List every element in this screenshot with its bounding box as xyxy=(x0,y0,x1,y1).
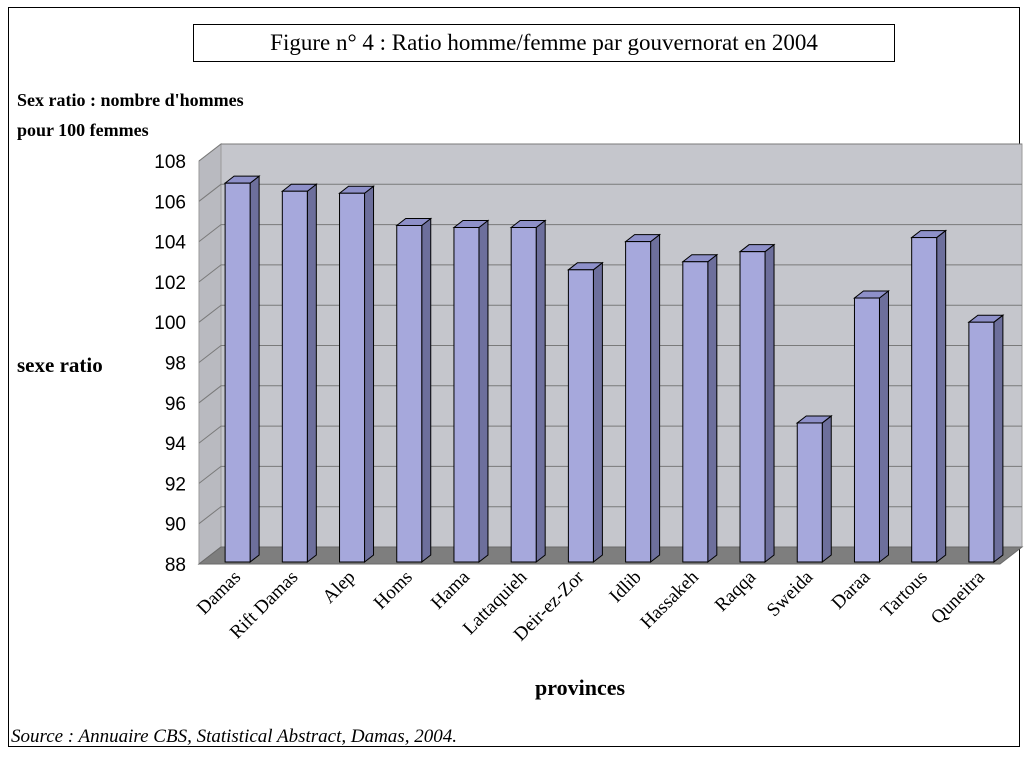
bar-side xyxy=(535,219,546,564)
bar xyxy=(796,422,823,563)
y-tick-label: 94 xyxy=(165,434,187,455)
gridline xyxy=(198,143,1022,162)
bar xyxy=(853,297,880,563)
x-tick-label: Daraa xyxy=(828,566,875,613)
bar-side xyxy=(936,229,947,564)
bar-side xyxy=(650,233,661,564)
bar-side xyxy=(993,314,1004,564)
x-tick-label: Sweida xyxy=(763,566,818,621)
y-tick-label: 98 xyxy=(165,354,186,375)
bar xyxy=(396,224,423,563)
unit-label-line-1: Sex ratio : nombre d'hommes xyxy=(17,90,244,110)
bar-side xyxy=(878,289,889,564)
y-tick-label: 108 xyxy=(154,152,186,173)
bar xyxy=(510,226,537,563)
bar-side xyxy=(249,175,260,564)
y-tick-label: 104 xyxy=(154,233,186,254)
unit-label-line-2: pour 100 femmes xyxy=(17,120,149,140)
bar xyxy=(339,192,366,563)
y-tick-label: 90 xyxy=(165,515,186,536)
x-tick-label: Raqqa xyxy=(711,566,761,616)
y-tick-label: 100 xyxy=(154,313,186,334)
chart-title: Figure n° 4 : Ratio homme/femme par gouv… xyxy=(193,24,895,62)
bar xyxy=(567,269,594,563)
gridline xyxy=(198,224,1022,242)
y-tick-label: 88 xyxy=(165,555,186,576)
x-axis-label: provinces xyxy=(535,675,626,700)
bar xyxy=(911,237,938,563)
bar xyxy=(739,251,766,563)
bar-side xyxy=(364,185,375,564)
bar-side xyxy=(421,217,432,564)
bar xyxy=(625,241,652,563)
bar-side xyxy=(821,414,832,564)
x-tick-label: Hassakeh xyxy=(637,566,704,633)
y-tick-label: 96 xyxy=(165,394,186,415)
y-tick-label: 92 xyxy=(165,474,186,495)
bar-side xyxy=(764,243,775,564)
x-tick-label: Alep xyxy=(319,567,360,608)
bar-side xyxy=(306,183,317,564)
floor xyxy=(197,546,1024,565)
bar-side xyxy=(592,261,603,564)
bar xyxy=(682,261,709,563)
bar-side xyxy=(707,253,718,564)
source-note: Source : Annuaire CBS, Statistical Abstr… xyxy=(11,726,457,747)
unit-label: Sex ratio : nombre d'hommes pour 100 fem… xyxy=(17,85,437,145)
x-tick-label: Quneitra xyxy=(927,566,989,628)
x-tick-label: Idlib xyxy=(605,567,645,607)
x-tick-label: Hama xyxy=(427,566,474,613)
y-tick-label: 106 xyxy=(154,192,186,213)
bar-side xyxy=(478,219,489,564)
gridline xyxy=(198,183,1022,202)
y-tick-label: 102 xyxy=(154,273,186,294)
y-axis-label: sexe ratio xyxy=(17,353,103,377)
bar xyxy=(224,182,251,563)
bar xyxy=(968,321,995,563)
bar xyxy=(281,190,308,563)
bar xyxy=(453,226,480,563)
x-tick-label: Homs xyxy=(370,567,417,614)
x-tick-label: Damas xyxy=(193,567,245,619)
x-tick-label: Tartous xyxy=(877,567,932,622)
